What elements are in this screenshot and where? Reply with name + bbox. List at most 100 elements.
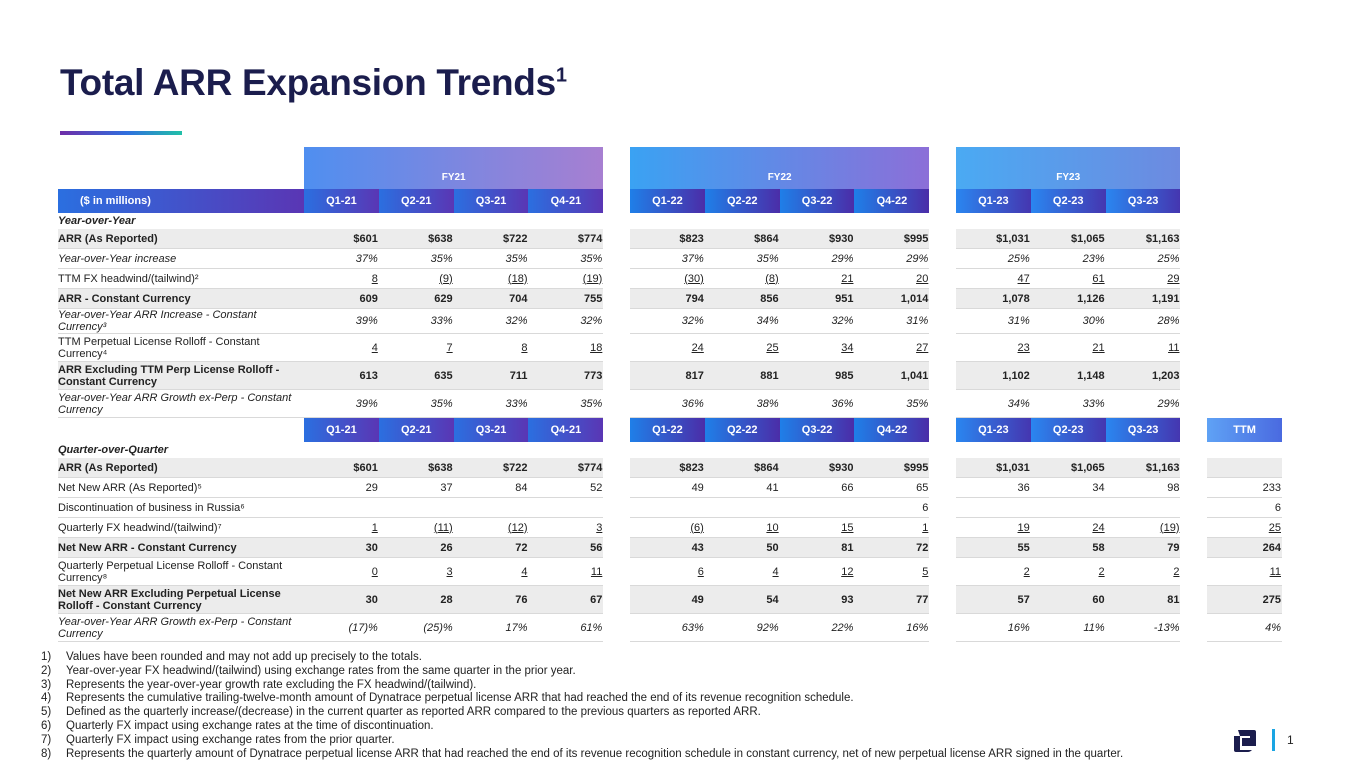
- table-cell: 66: [779, 478, 855, 498]
- cell-value: 72: [916, 541, 929, 554]
- cell-value: 4: [521, 565, 528, 578]
- table-cell: 25: [704, 334, 780, 362]
- cell-value: 264: [1262, 541, 1281, 554]
- footnote-text: Defined as the quarterly increase/(decre…: [66, 706, 761, 719]
- cell-value: 15: [841, 521, 854, 534]
- page-title: Total ARR Expansion Trends1: [60, 62, 567, 104]
- table-cell: 4: [704, 558, 780, 586]
- table-cell: $823: [629, 458, 705, 478]
- cell-value: 16%: [1007, 621, 1030, 634]
- table-cell: 63%: [629, 614, 705, 642]
- column-gap: [1180, 518, 1207, 538]
- table-cell: 43: [629, 538, 705, 558]
- row-label: Year-over-Year ARR Growth ex-Perp - Cons…: [58, 614, 304, 642]
- table-cell: $1,031: [955, 229, 1031, 249]
- column-gap: [603, 289, 630, 309]
- table-cell: (19): [528, 269, 604, 289]
- cell-value: $638: [428, 232, 453, 245]
- table-cell: 10: [704, 518, 780, 538]
- cell-value: 23%: [1082, 252, 1105, 265]
- table-cell: 35%: [378, 390, 454, 418]
- table-cell: 92%: [704, 614, 780, 642]
- table-cell: 11%: [1030, 614, 1106, 642]
- column-gap: [929, 614, 956, 642]
- cell-value: 37%: [355, 252, 378, 265]
- cell-value: 20: [916, 272, 929, 285]
- cell-value: 31%: [1007, 315, 1030, 327]
- cell-value: $930: [828, 232, 854, 245]
- ttm-cell: [1207, 458, 1282, 478]
- table-cell: 985: [779, 362, 855, 390]
- row-label: Net New ARR (As Reported)⁵: [58, 478, 304, 498]
- table-cell: (17)%: [304, 614, 379, 642]
- quarter-header: Q2-21: [378, 189, 454, 213]
- table-cell: 34%: [704, 309, 780, 334]
- table-cell: 21: [779, 269, 855, 289]
- table-cell: 72: [453, 538, 529, 558]
- ttm-cell: 6: [1207, 498, 1282, 518]
- table-cell: 93: [779, 586, 855, 614]
- cell-value: 30: [365, 593, 378, 606]
- cell-value: 93: [841, 593, 854, 606]
- cell-value: 794: [685, 292, 704, 305]
- table-cell: 635: [378, 362, 454, 390]
- cell-value: 29: [1167, 272, 1180, 285]
- table-cell: 32%: [528, 309, 604, 334]
- header-label-spacer: [58, 147, 304, 189]
- column-gap: [929, 390, 956, 418]
- cell-value: 635: [434, 369, 453, 382]
- cell-value: 36%: [681, 397, 704, 410]
- table-cell: 38%: [704, 390, 780, 418]
- column-gap: [929, 269, 956, 289]
- quarter-header: Q4-22: [854, 418, 930, 442]
- table-cell: 35%: [453, 249, 529, 269]
- quarter-header: Q3-21: [453, 418, 529, 442]
- cell-value: 2: [1173, 565, 1180, 578]
- table-cell: [704, 498, 780, 518]
- table-row: ARR (As Reported) $601 $638 $722 $774 $823 $86…: [58, 458, 1282, 478]
- column-gap: [1180, 614, 1207, 642]
- footnote-text: Year-over-year FX headwind/(tailwind) us…: [66, 664, 576, 677]
- table-cell: 24: [629, 334, 705, 362]
- table-cell: $601: [304, 458, 379, 478]
- table-cell: 37%: [629, 249, 705, 269]
- column-gap: [603, 390, 630, 418]
- column-gap: [603, 458, 630, 478]
- quarter-header: Q1-21: [304, 189, 379, 213]
- cell-value: $995: [903, 232, 929, 245]
- table-cell: 32%: [453, 309, 529, 334]
- table-cell: $930: [779, 229, 855, 249]
- table-cell: 3: [528, 518, 604, 538]
- cell-value: $1,163: [1145, 232, 1180, 245]
- footnote-number: 4): [41, 692, 52, 705]
- column-gap: [929, 458, 956, 478]
- quarter-header: Q3-21: [453, 189, 529, 213]
- column-gap: [929, 362, 956, 390]
- table-cell: 2: [955, 558, 1031, 586]
- cell-value: 1,191: [1151, 292, 1180, 305]
- cell-value: 629: [434, 292, 453, 305]
- row-label: Quarterly Perpetual License Rolloff - Co…: [58, 558, 304, 586]
- table-cell: 16%: [854, 614, 930, 642]
- cell-value: 275: [1262, 593, 1281, 606]
- row-label: Quarterly FX headwind/(tailwind)⁷: [58, 518, 304, 538]
- cell-value: 35%: [580, 397, 603, 410]
- cell-value: $823: [679, 461, 704, 474]
- table-cell: 36: [955, 478, 1031, 498]
- table-cell: $864: [704, 458, 780, 478]
- units-label: ($ in millions): [58, 189, 304, 213]
- table-cell: [955, 498, 1031, 518]
- table-cell: -13%: [1105, 614, 1181, 642]
- table-cell: 54: [704, 586, 780, 614]
- table-cell: 30%: [1030, 309, 1106, 334]
- quarter-header: Q3-23: [1105, 418, 1181, 442]
- cell-value: 29%: [906, 252, 929, 265]
- table-cell: [528, 498, 604, 518]
- ttm-cell: 25: [1207, 518, 1282, 538]
- cell-value: 1,203: [1151, 369, 1180, 382]
- table-cell: 81: [1105, 586, 1181, 614]
- table-cell: (9): [378, 269, 454, 289]
- cell-value: $1,031: [996, 461, 1030, 474]
- row-label: ARR Excluding TTM Perp License Rolloff -…: [58, 362, 304, 390]
- table-cell: 951: [779, 289, 855, 309]
